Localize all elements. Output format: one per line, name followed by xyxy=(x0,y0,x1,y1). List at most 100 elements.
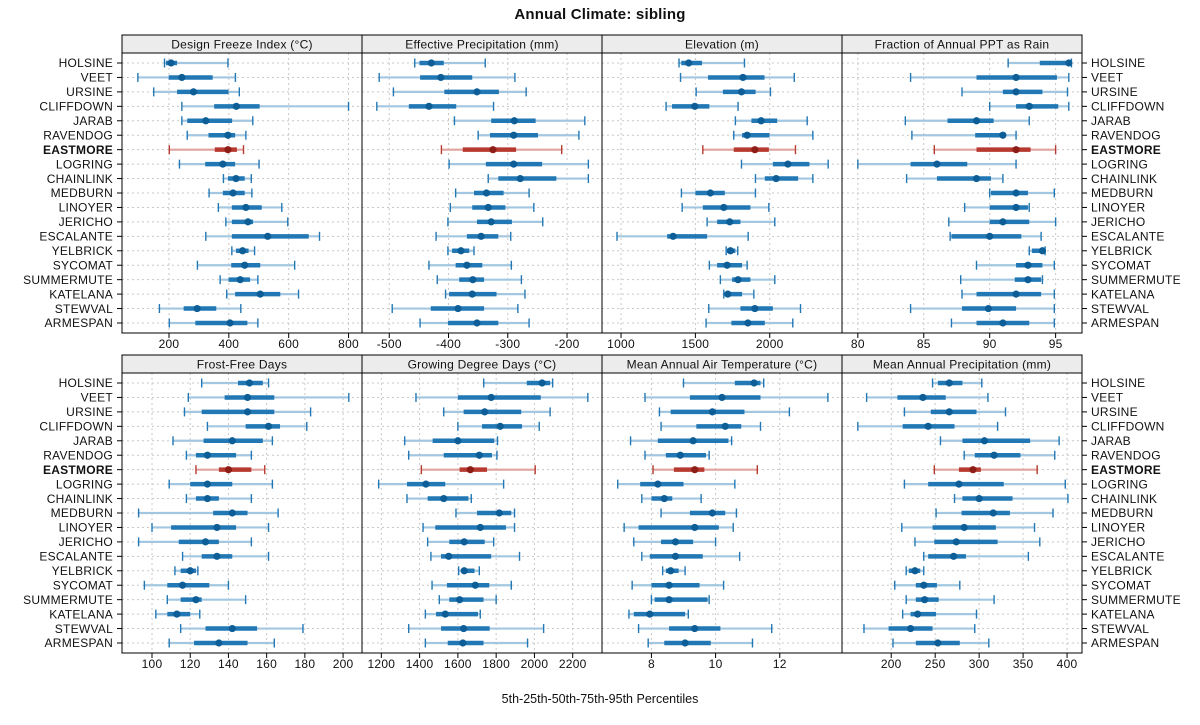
site-label-right-armespan-row0: ARMESPAN xyxy=(1091,316,1159,330)
percentile-row-stewval xyxy=(909,304,1056,314)
x-tick-label: -500 xyxy=(377,337,402,351)
site-label-right-katelana-row0: KATELANA xyxy=(1091,287,1155,301)
site-label-right-logring-row0: LOGRING xyxy=(1091,157,1148,171)
x-tick-label: 1200 xyxy=(367,657,395,671)
x-tick-label: 8 xyxy=(648,657,655,671)
median-dot xyxy=(665,581,673,589)
percentile-row-sycomat xyxy=(631,580,725,590)
site-label-right-yelbrick-row1: YELBRICK xyxy=(1091,564,1152,578)
median-dot xyxy=(228,624,236,633)
percentile-row-veet xyxy=(865,392,989,402)
median-dot xyxy=(691,102,699,110)
site-label-right-yelbrick-row0: YELBRICK xyxy=(1091,244,1152,258)
percentile-row-escalante xyxy=(181,551,270,561)
median-dot xyxy=(646,610,654,618)
median-dot xyxy=(460,624,468,633)
x-tick-label: 600 xyxy=(278,337,299,351)
x-tick-label: 100 xyxy=(142,657,163,671)
percentile-row-holsine xyxy=(483,378,554,388)
percentile-row-linoyer xyxy=(449,202,535,212)
site-label-right-escalante-row1: ESCALANTE xyxy=(1091,550,1165,564)
percentile-row-cliffdown xyxy=(665,101,739,111)
percentile-row-yelbrick xyxy=(905,566,925,576)
percentile-row-ravendog xyxy=(644,450,710,460)
median-dot xyxy=(178,73,186,82)
median-dot xyxy=(487,218,495,226)
percentile-row-linoyer xyxy=(963,202,1030,212)
site-label-left-medburn-row1: MEDBURN xyxy=(51,506,113,520)
x-tick-label: 90 xyxy=(983,337,997,351)
percentile-row-summermute xyxy=(650,595,710,605)
median-dot xyxy=(202,117,210,125)
percentile-row-jericho xyxy=(426,537,495,547)
median-dot xyxy=(245,379,254,387)
percentile-row-veet xyxy=(137,72,237,82)
x-tick-label: 160 xyxy=(256,657,277,671)
x-tick-label: 1800 xyxy=(482,657,510,671)
median-dot xyxy=(1012,290,1020,298)
median-dot xyxy=(972,117,981,125)
percentile-row-jarab xyxy=(181,116,254,126)
site-label-left-katelana-row1: KATELANA xyxy=(49,607,113,621)
x-tick-label: 95 xyxy=(1049,337,1063,351)
site-label-left-holsine-row1: HOLSINE xyxy=(59,376,113,390)
percentile-row-armespan xyxy=(168,318,259,328)
percentile-row-veet xyxy=(644,392,829,402)
percentile-row-sycomat xyxy=(894,580,961,590)
percentile-row-summermute xyxy=(959,275,1044,285)
site-label-right-stewval-row1: STEWVAL xyxy=(1091,622,1149,636)
median-dot xyxy=(203,494,212,503)
panel-elevation: Elevation (m) 1000 1500 2000 xyxy=(601,34,843,351)
median-dot xyxy=(178,581,187,589)
median-dot xyxy=(975,494,983,503)
median-dot xyxy=(489,146,497,154)
percentile-row-medburn xyxy=(935,508,1054,518)
percentile-row-eastmore xyxy=(195,465,266,475)
percentile-row-stewval xyxy=(863,624,976,634)
percentile-row-armespan xyxy=(419,318,530,328)
percentile-row-sycomat xyxy=(975,260,1056,270)
percentile-row-medburn xyxy=(660,508,738,518)
percentile-row-holsine xyxy=(678,58,746,68)
percentile-row-stewval xyxy=(391,304,519,314)
median-dot xyxy=(681,639,689,647)
median-dot xyxy=(691,523,699,532)
site-label-right-ursine-row1: URSINE xyxy=(1091,405,1138,419)
site-label-left-medburn-row0: MEDBURN xyxy=(51,186,113,200)
percentile-row-armespan xyxy=(424,638,529,648)
median-dot xyxy=(496,422,504,430)
percentile-row-katelana xyxy=(628,609,690,619)
site-label-left-cliffdown-row0: CLIFFDOWN xyxy=(39,100,113,114)
percentile-row-jarab xyxy=(939,436,1060,446)
percentile-row-chainlink xyxy=(406,494,472,504)
median-dot xyxy=(685,59,693,67)
percentile-row-ursine xyxy=(695,87,772,97)
x-tick-label: 180 xyxy=(294,657,315,671)
median-dot xyxy=(440,494,448,503)
percentile-row-katelana xyxy=(155,609,201,619)
percentile-row-medburn xyxy=(680,188,757,198)
median-dot xyxy=(173,610,181,618)
percentile-row-yelbrick xyxy=(725,246,739,256)
x-tick-label: 1500 xyxy=(682,337,710,351)
site-label-left-ursine-row0: URSINE xyxy=(66,85,113,99)
median-dot xyxy=(924,422,932,430)
figure-title: Annual Climate: sibling xyxy=(514,6,686,23)
percentile-row-logring xyxy=(377,479,505,489)
median-dot xyxy=(1012,189,1020,197)
panel-strip-title: Mean Annual Precipitation (mm) xyxy=(873,358,1051,372)
site-label-left-escalante-row1: ESCALANTE xyxy=(39,550,113,564)
percentile-row-stewval xyxy=(179,624,304,634)
percentile-row-armespan xyxy=(705,318,794,328)
median-dot xyxy=(460,567,468,575)
median-dot xyxy=(739,73,747,82)
percentile-row-linoyer xyxy=(422,522,516,532)
site-label-right-logring-row1: LOGRING xyxy=(1091,477,1148,491)
percentile-row-logring xyxy=(740,159,829,169)
percentile-row-stewval xyxy=(637,624,773,634)
percentile-row-armespan xyxy=(647,638,754,648)
percentile-row-medburn xyxy=(137,508,279,518)
percentile-row-veet xyxy=(679,72,795,82)
site-label-left-linoyer-row0: LINOYER xyxy=(59,201,114,215)
percentile-row-summermute xyxy=(166,595,247,605)
